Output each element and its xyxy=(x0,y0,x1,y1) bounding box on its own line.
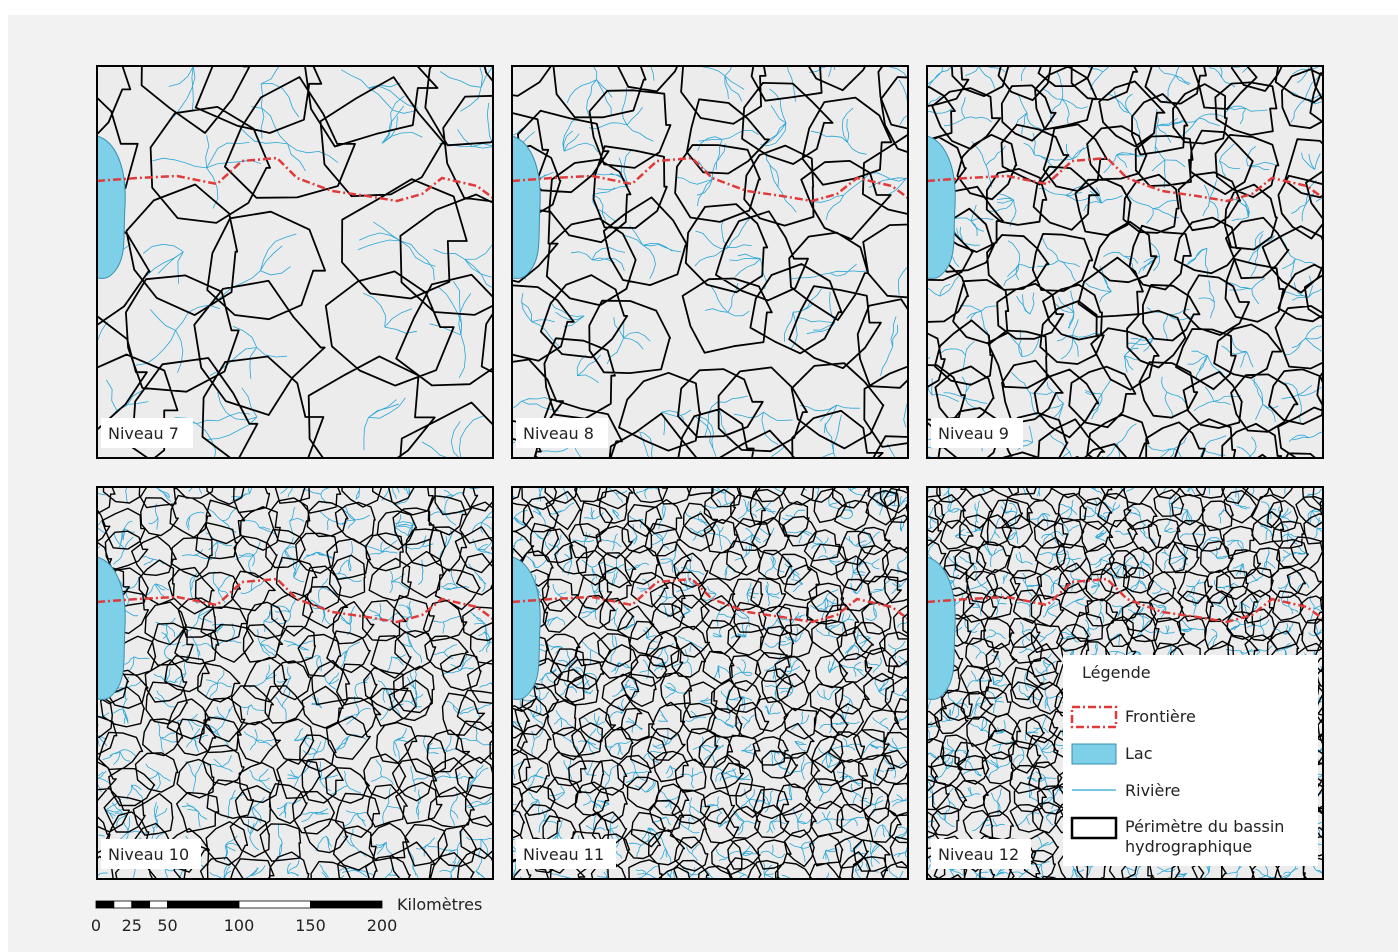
lake-symbol xyxy=(1072,744,1116,764)
legend-item: Frontière xyxy=(1125,707,1305,727)
legend: Légende Frontière Lac Rivière Périmètre … xyxy=(1063,655,1318,866)
map-panel: Niveau 11 xyxy=(486,462,952,926)
panel-label: Niveau 7 xyxy=(108,424,179,443)
legend-item: Rivière xyxy=(1125,781,1305,801)
scale-tick-label: 200 xyxy=(367,916,398,935)
map-panel: Niveau 9 xyxy=(883,28,1393,534)
map-panel: Niveau 10 xyxy=(69,459,548,937)
panel-label: Niveau 8 xyxy=(523,424,594,443)
panel-background xyxy=(512,66,908,458)
scale-segment xyxy=(311,901,383,908)
panel-label: Niveau 9 xyxy=(938,424,1009,443)
scale-segment xyxy=(150,901,168,908)
legend-symbols xyxy=(1063,655,1123,866)
scale-segment xyxy=(132,901,150,908)
scale-segment xyxy=(114,901,132,908)
scale-segment xyxy=(96,901,114,908)
legend-item: Lac xyxy=(1125,744,1305,764)
scale-tick-label: 50 xyxy=(157,916,177,935)
scale-tick-label: 0 xyxy=(91,916,101,935)
scale-tick-label: 25 xyxy=(122,916,142,935)
basin-symbol xyxy=(1072,818,1116,838)
panel-label: Niveau 12 xyxy=(938,845,1019,864)
panel-label: Niveau 11 xyxy=(523,845,604,864)
panel-background xyxy=(97,66,493,458)
scale-tick-label: 150 xyxy=(295,916,326,935)
scale-unit: Kilomètres xyxy=(397,895,482,914)
scale-tick-label: 100 xyxy=(224,916,255,935)
scale-segment xyxy=(239,901,311,908)
scale-bar: 0 25 50 100 150 200 Kilomètres xyxy=(91,895,482,935)
border-symbol xyxy=(1072,707,1116,727)
legend-item: Périmètre du bassin hydrographique xyxy=(1125,817,1305,857)
scale-segment xyxy=(168,901,240,908)
panel-label: Niveau 10 xyxy=(108,845,189,864)
page: Niveau 7 Niveau 8 Niveau 9 Niveau 10 Niveau … xyxy=(0,0,1398,952)
